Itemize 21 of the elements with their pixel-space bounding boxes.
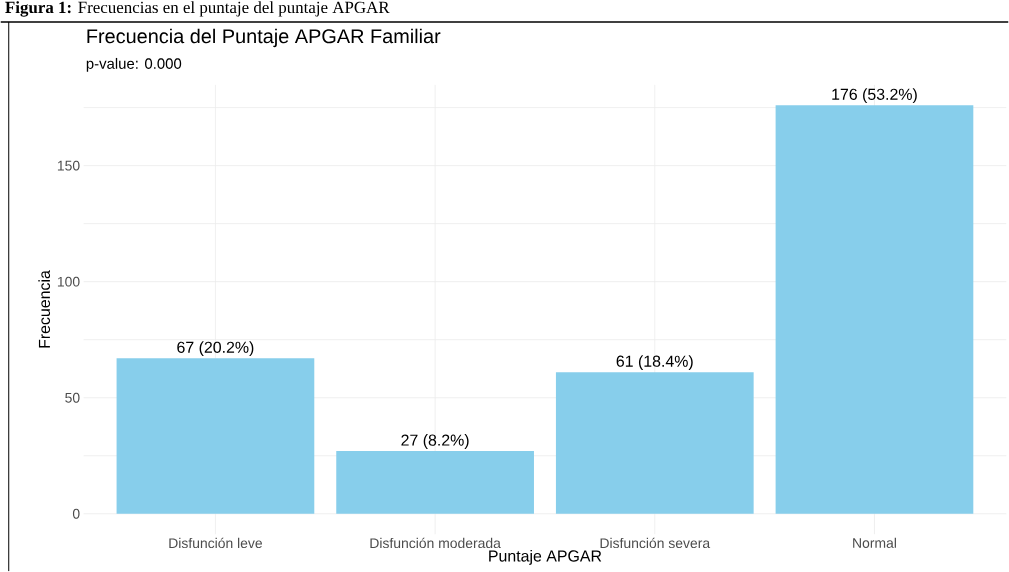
- text: Figura 1: Frecuencias en el puntaje del puntaje APGAR: [5, 1, 390, 17]
- y-tick-label: 0: [72, 509, 80, 519]
- x-tick-label: Disfunción moderada: [370, 537, 501, 549]
- y-axis-title: Frecuencia: [38, 270, 51, 348]
- y-tick-label: 50: [65, 392, 80, 403]
- chart-title: Frecuencia del Puntaje APGAR Familiar: [87, 28, 441, 48]
- x-tick-label: Disfunción severa: [600, 537, 711, 549]
- y-tick-label: 150: [57, 160, 80, 171]
- data-label: 27 (8.2%): [401, 434, 469, 450]
- bar: [336, 451, 534, 514]
- x-tick-label: Disfunción leve: [169, 537, 263, 549]
- y-tick-label: 100: [57, 276, 80, 287]
- data-label: 176 (53.2%): [832, 88, 917, 104]
- bar: [775, 105, 974, 514]
- data-label: 61 (18.4%): [616, 355, 693, 371]
- bar: [555, 372, 754, 514]
- chart-subtitle: p-value: 0.000: [86, 58, 182, 73]
- data-label: 67 (20.2%): [177, 341, 254, 357]
- bar: [116, 358, 315, 514]
- x-axis-title: Puntaje APGAR: [489, 550, 602, 565]
- x-tick-label: Normal: [853, 537, 896, 549]
